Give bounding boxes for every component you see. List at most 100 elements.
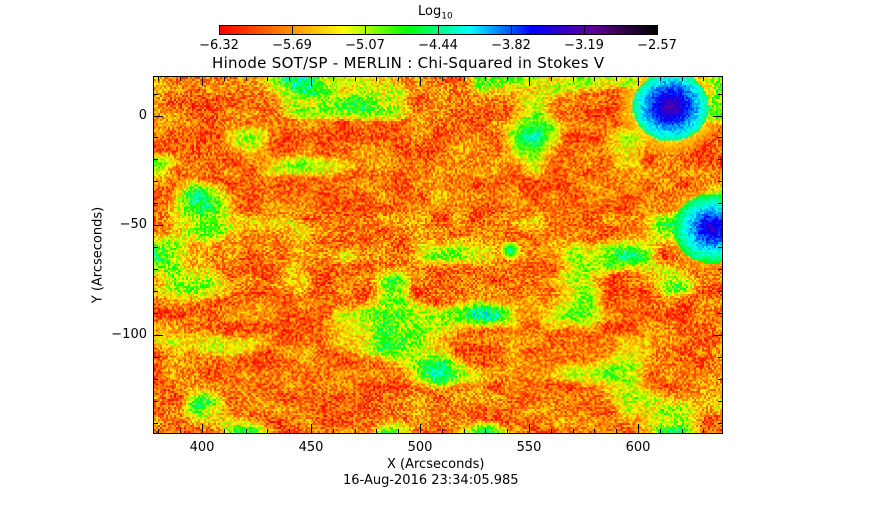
- x-minor-tick: [376, 76, 378, 81]
- x-minor-tick: [420, 76, 422, 81]
- x-minor-tick: [376, 429, 378, 434]
- x-minor-tick: [594, 429, 596, 434]
- x-minor-tick: [180, 429, 182, 434]
- x-minor-tick: [550, 429, 552, 434]
- y-minor-tick: [153, 401, 158, 403]
- y-minor-tick: [153, 159, 158, 161]
- x-minor-tick: [267, 429, 269, 434]
- x-minor-tick: [463, 76, 465, 81]
- x-minor-tick: [441, 76, 443, 81]
- x-minor-tick: [289, 429, 291, 434]
- x-minor-tick: [637, 429, 639, 434]
- colorbar-title-base: Log: [418, 4, 442, 19]
- colorbar-tick: [511, 25, 512, 35]
- x-minor-tick: [311, 76, 313, 81]
- y-minor-tick: [718, 137, 723, 139]
- x-minor-tick: [681, 76, 683, 81]
- x-minor-tick: [398, 429, 400, 434]
- x-minor-tick: [158, 76, 160, 81]
- y-minor-tick: [153, 357, 158, 359]
- y-minor-tick: [153, 225, 158, 227]
- x-tick-label: 550: [516, 440, 542, 455]
- x-axis-label: X (Arcseconds): [387, 457, 485, 472]
- y-tick-label: 0: [138, 107, 147, 123]
- x-minor-tick: [180, 76, 182, 81]
- x-minor-tick: [398, 76, 400, 81]
- colorbar-tick: [292, 25, 293, 35]
- x-minor-tick: [572, 429, 574, 434]
- y-minor-tick: [718, 335, 723, 337]
- y-minor-tick: [153, 335, 158, 337]
- y-tick: [153, 225, 163, 227]
- chart-title: Hinode SOT/SP - MERLIN : Chi-Squared in …: [212, 54, 605, 72]
- y-minor-tick: [153, 137, 158, 139]
- y-minor-tick: [718, 269, 723, 271]
- x-tick: [202, 76, 204, 86]
- x-tick: [529, 76, 530, 86]
- x-minor-tick: [703, 76, 705, 81]
- y-minor-tick: [153, 93, 158, 95]
- y-minor-tick: [153, 203, 158, 205]
- x-minor-tick: [659, 76, 661, 81]
- y-minor-tick: [718, 247, 723, 249]
- colorbar-tick-label: −4.44: [418, 38, 458, 53]
- y-minor-tick: [718, 115, 723, 117]
- colorbar-tick: [438, 25, 439, 35]
- x-tick-label: 400: [189, 440, 215, 455]
- y-tick: [153, 115, 163, 117]
- y-minor-tick: [153, 313, 158, 315]
- colorbar-tick-label: −5.07: [345, 38, 385, 53]
- x-tick-label: 500: [407, 440, 433, 455]
- x-minor-tick: [354, 76, 356, 81]
- x-minor-tick: [529, 76, 530, 81]
- x-minor-tick: [158, 429, 160, 434]
- y-minor-tick: [718, 357, 723, 359]
- y-minor-tick: [153, 423, 158, 425]
- y-minor-tick: [718, 313, 723, 315]
- y-minor-tick: [153, 247, 158, 249]
- y-minor-tick: [153, 181, 158, 183]
- x-minor-tick: [703, 429, 705, 434]
- y-minor-tick: [718, 291, 723, 293]
- colorbar-title: Log10: [418, 4, 453, 22]
- x-minor-tick: [289, 76, 291, 81]
- x-minor-tick: [463, 429, 465, 434]
- x-minor-tick: [267, 76, 269, 81]
- y-minor-tick: [718, 225, 723, 227]
- x-minor-tick: [659, 429, 661, 434]
- colorbar-tick-label: −2.57: [637, 38, 677, 53]
- x-tick: [637, 76, 639, 86]
- x-minor-tick: [507, 429, 509, 434]
- x-minor-tick: [616, 429, 618, 434]
- y-minor-tick: [718, 379, 723, 381]
- colorbar-tick-label: −6.32: [199, 38, 239, 53]
- x-minor-tick: [507, 76, 509, 81]
- colorbar-tick: [365, 25, 366, 35]
- x-tick: [311, 76, 313, 86]
- timestamp: 16-Aug-2016 23:34:05.985: [343, 473, 519, 488]
- y-tick-label: −50: [119, 217, 147, 233]
- y-minor-tick: [718, 93, 723, 95]
- y-tick-label: −100: [111, 327, 147, 343]
- x-minor-tick: [572, 76, 574, 81]
- x-minor-tick: [202, 429, 204, 434]
- x-tick-label: 450: [298, 440, 324, 455]
- colorbar-title-sub: 10: [441, 11, 453, 22]
- y-minor-tick: [718, 159, 723, 161]
- y-minor-tick: [718, 203, 723, 205]
- x-minor-tick: [332, 76, 334, 81]
- y-minor-tick: [718, 423, 723, 425]
- colorbar-tick: [219, 25, 220, 35]
- x-minor-tick: [311, 429, 313, 434]
- x-tick-label: 600: [625, 440, 651, 455]
- y-minor-tick: [153, 269, 158, 271]
- x-minor-tick: [594, 76, 596, 81]
- colorbar-tick: [584, 25, 585, 35]
- x-minor-tick: [332, 429, 334, 434]
- x-minor-tick: [637, 76, 639, 81]
- x-minor-tick: [529, 429, 530, 434]
- x-minor-tick: [485, 429, 487, 434]
- colorbar-tick-label: −3.19: [564, 38, 604, 53]
- x-minor-tick: [441, 429, 443, 434]
- y-minor-tick: [718, 181, 723, 183]
